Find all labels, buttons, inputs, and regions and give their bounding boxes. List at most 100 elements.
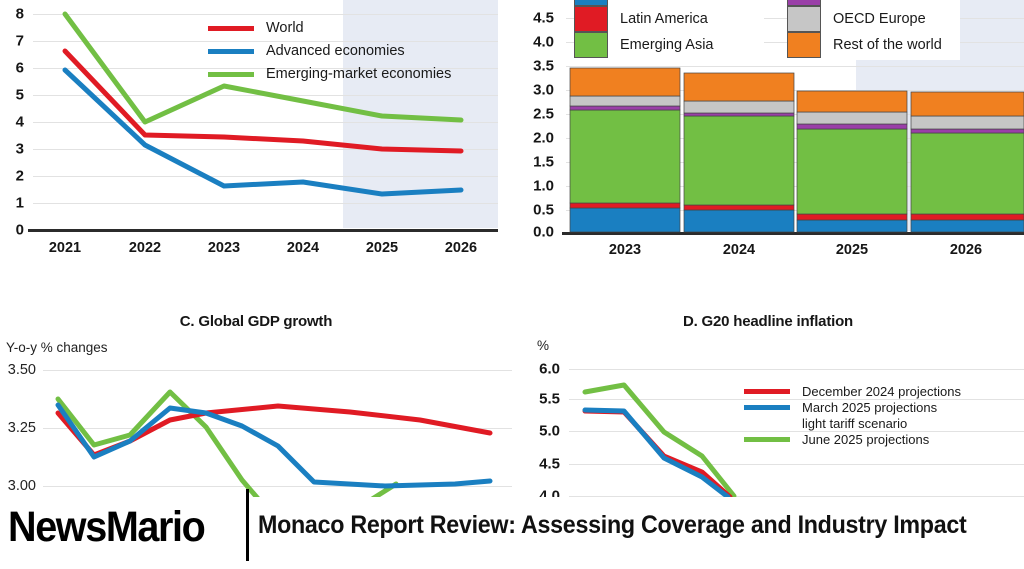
panel-a-ytick: 2 xyxy=(15,167,24,185)
panel-b-xtick: 2026 xyxy=(949,242,983,255)
panel-d-unit-label: % xyxy=(537,338,550,353)
legend-label: light tariff scenario xyxy=(802,416,908,431)
panel-b-ytick: 2.5 xyxy=(533,105,554,123)
legend-swatch-rest-of-world-icon xyxy=(787,32,821,58)
panel-a-ytick: 7 xyxy=(15,32,24,50)
series-june-2025-projections xyxy=(55,389,399,510)
panel-b-ytick: 4.0 xyxy=(533,33,554,51)
panel-b-ytick: 3.5 xyxy=(533,57,554,75)
panel-b-ytick: 4.5 xyxy=(533,9,554,27)
legend-swatch-oecd-asia-pacific-icon xyxy=(787,0,821,6)
news-banner: NewsMario Monaco Report Review: Assessin… xyxy=(0,489,1024,569)
panel-b-xtick: 2023 xyxy=(608,242,642,255)
legend-item: Advanced economies xyxy=(208,43,451,59)
legend-swatch-march-2025-icon xyxy=(744,405,790,410)
legend-label: March 2025 projections xyxy=(802,400,938,415)
panel-a-ytick: 0 xyxy=(15,221,24,239)
legend-swatch-world-icon xyxy=(208,25,254,31)
panel-a-xtick: 2024 xyxy=(286,240,320,255)
series-advanced-economies xyxy=(62,67,464,197)
legend-swatch-december-2024-icon xyxy=(744,389,790,394)
panel-a-xtick: 2023 xyxy=(207,240,241,255)
panel-a-xtick: 2022 xyxy=(128,240,162,255)
legend-item: Latin America xyxy=(574,6,758,32)
panel-b-ytick: 0.0 xyxy=(533,223,554,241)
legend-label: OECD Asia-Pacific xyxy=(833,0,954,1)
series-march-2025-projections xyxy=(582,407,731,500)
panel-a-ytick: 3 xyxy=(15,140,24,158)
series-emerging-market-economies xyxy=(62,11,464,125)
panel-d-g20-headline-inflation: D. G20 headline inflation % 6.0 5.5 5.0 … xyxy=(512,300,1024,510)
brand-divider xyxy=(246,489,249,561)
panel-a-ytick: 5 xyxy=(15,86,24,104)
panel-b-growth-contributions: 4.5 4.0 3.5 3.0 2.5 2.0 1.5 1.0 0.5 0.0 … xyxy=(512,0,1024,255)
legend-item: Emerging-market economies xyxy=(208,66,451,82)
panel-d-legend: December 2024 projections March 2025 pro… xyxy=(744,384,961,449)
legend-item: March 2025 projections xyxy=(744,400,961,415)
legend-item: World xyxy=(208,20,451,36)
panel-a-xtick: 2025 xyxy=(365,240,399,255)
series-world xyxy=(62,48,464,154)
panel-a-plot xyxy=(62,11,464,197)
legend-swatch-advanced-icon xyxy=(208,48,254,54)
panel-c-global-gdp-growth: C. Global GDP growth Y-o-y % changes 3.5… xyxy=(0,300,512,510)
panel-c-title: C. Global GDP growth xyxy=(179,313,333,330)
legend-item: Emerging Asia xyxy=(574,32,758,58)
series-march-2025-projections xyxy=(55,402,493,489)
legend-swatch-latin-america-icon xyxy=(574,6,608,32)
panel-c-ytick: 3.25 xyxy=(7,420,36,436)
legend-label: December 2024 projections xyxy=(802,384,961,399)
panel-a-ytick: 4 xyxy=(15,113,24,131)
legend-label: OECD North America xyxy=(620,0,758,1)
legend-swatch-june-2025-icon xyxy=(744,437,790,442)
legend-label: World xyxy=(266,20,304,36)
bar-2026 xyxy=(910,91,1024,233)
panel-b-ytick: 1.5 xyxy=(533,153,554,171)
panel-d-ytick: 4.5 xyxy=(539,455,560,473)
panel-b-ytick: 0.5 xyxy=(533,201,554,219)
series-june-2025-projections xyxy=(582,382,737,499)
legend-swatch-oecd-north-america-icon xyxy=(574,0,608,6)
legend-swatch-oecd-europe-icon xyxy=(787,6,821,32)
legend-swatch-emerging-icon xyxy=(208,71,254,77)
legend-item: OECD North America xyxy=(574,0,758,6)
panel-a-global-growth: 8 7 6 5 4 3 2 1 0 2021 2022 2023 2024 20… xyxy=(0,0,512,255)
brand-logo: NewsMario xyxy=(8,503,206,551)
bar-2023 xyxy=(569,67,681,233)
legend-label: OECD Europe xyxy=(833,11,926,27)
panel-b-ytick: 1.0 xyxy=(533,177,554,195)
panel-a-xtick: 2026 xyxy=(444,240,478,255)
panel-c-ytick: 3.00 xyxy=(7,478,36,494)
panel-a-legend: World Advanced economies Emerging-market… xyxy=(208,20,451,84)
legend-label: Emerging-market economies xyxy=(266,66,452,82)
panel-b-bars xyxy=(569,67,1024,233)
bar-2025 xyxy=(796,90,908,233)
panel-b-legend-col1: OECD North America Latin America Emergin… xyxy=(574,0,764,60)
legend-item: OECD Europe xyxy=(787,6,954,32)
panel-a-ytick: 8 xyxy=(15,5,24,23)
legend-label: Advanced economies xyxy=(266,43,405,59)
panel-d-ytick: 6.0 xyxy=(539,360,560,378)
panel-a-ytick: 6 xyxy=(15,59,24,77)
panel-d-ytick: 5.5 xyxy=(539,390,560,408)
legend-label: Latin America xyxy=(620,11,708,27)
legend-item: June 2025 projections xyxy=(744,432,961,447)
legend-label: June 2025 projections xyxy=(802,432,930,447)
headline-text: Monaco Report Review: Assessing Coverage… xyxy=(258,511,967,539)
legend-swatch-emerging-asia-icon xyxy=(574,32,608,58)
series-december-2024-projections xyxy=(55,403,493,458)
legend-label: Rest of the world xyxy=(833,37,942,53)
legend-item: December 2024 projections xyxy=(744,384,961,399)
panel-b-ytick: 3.0 xyxy=(533,81,554,99)
panel-b-xtick: 2024 xyxy=(722,242,756,255)
panel-a-x-axis xyxy=(28,229,498,232)
panel-a-ytick: 1 xyxy=(15,194,24,212)
panel-c-ytick: 3.50 xyxy=(7,362,36,378)
bar-2024 xyxy=(683,72,795,233)
panel-c-unit-label: Y-o-y % changes xyxy=(6,340,108,355)
panel-b-ytick: 2.0 xyxy=(533,129,554,147)
legend-item: OECD Asia-Pacific xyxy=(787,0,954,6)
panel-a-xtick: 2021 xyxy=(48,240,82,255)
panel-c-plot xyxy=(55,389,493,510)
